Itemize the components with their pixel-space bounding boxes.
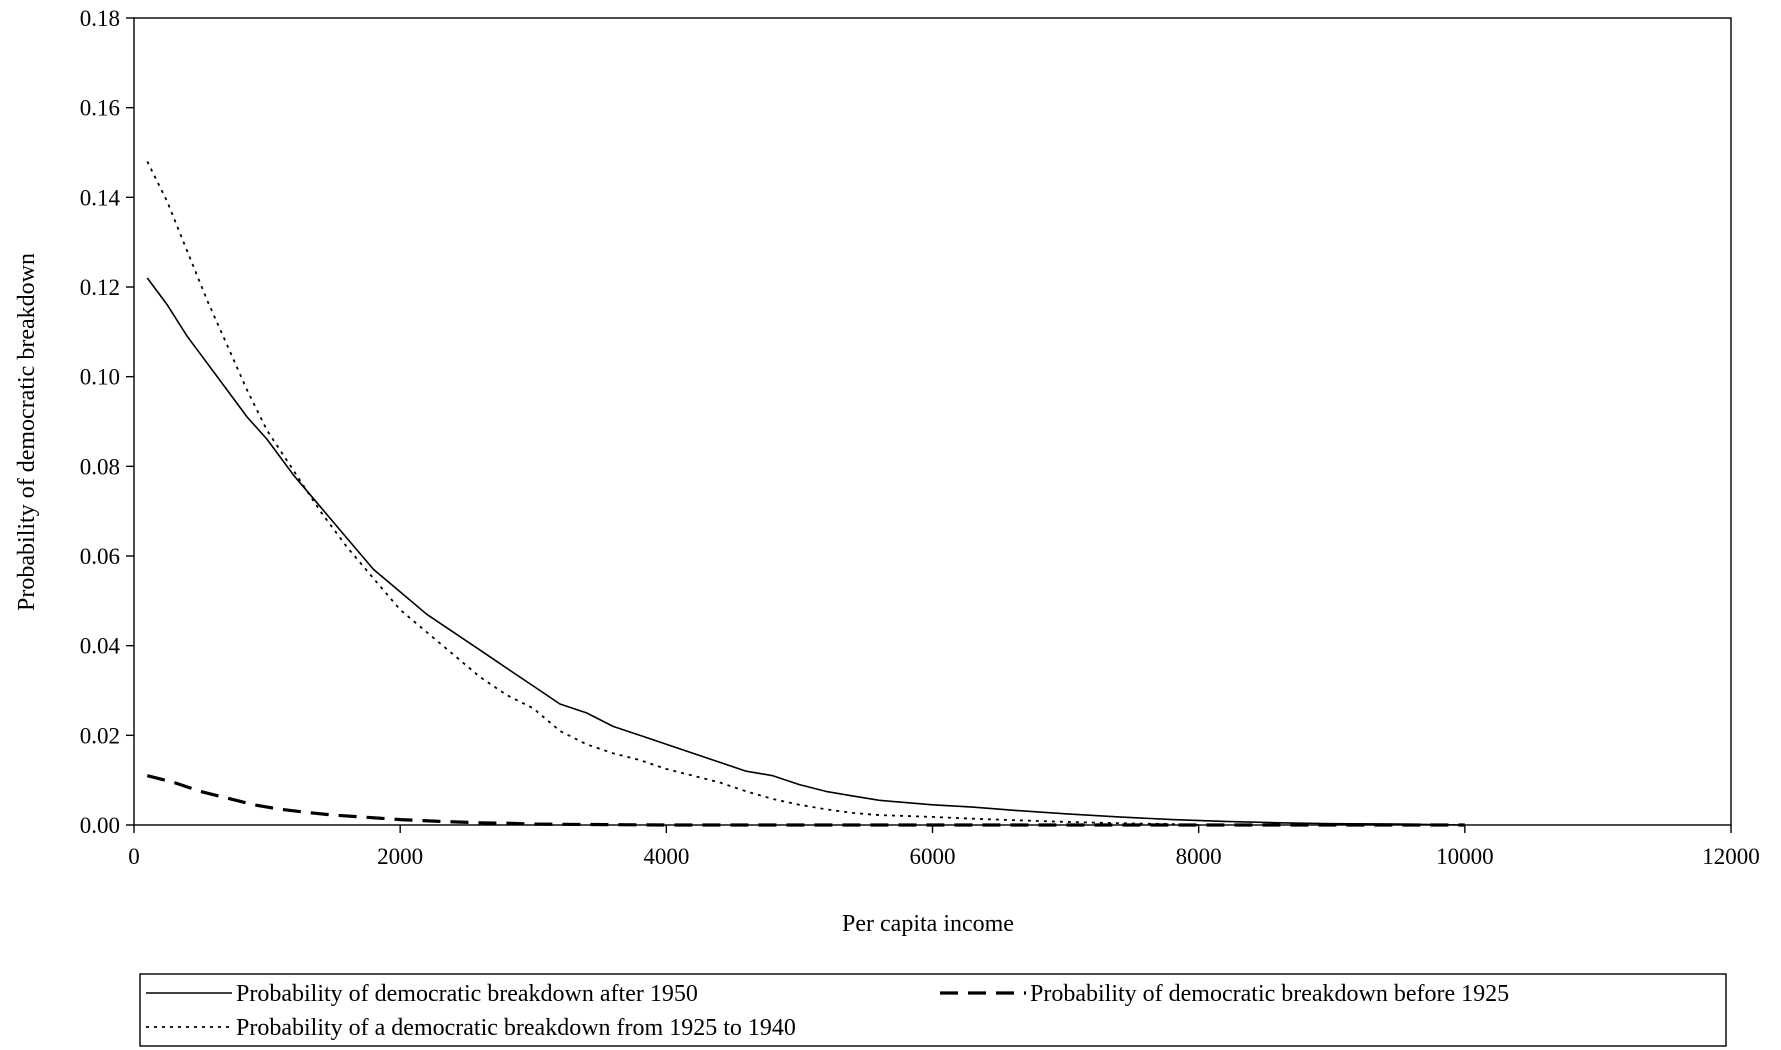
y-tick-label: 0.14 xyxy=(80,185,121,210)
y-tick-label: 0.12 xyxy=(80,275,120,300)
series-line-2 xyxy=(146,774,1465,827)
plot-frame xyxy=(133,17,1732,826)
plot-area xyxy=(146,161,1465,827)
x-tick-label: 6000 xyxy=(910,844,956,869)
axes: 0.00 0.02 0.04 0.06 0.08 0.10 0.12 0.14 0.16 0.18… xyxy=(80,6,1760,869)
legend-box xyxy=(139,973,1727,1047)
y-tick-label: 0.02 xyxy=(80,723,120,748)
legend-label-3: Probability of a democratic breakdown fr… xyxy=(236,1015,796,1041)
x-tick-label: 0 xyxy=(128,844,140,869)
y-tick-label: 0.08 xyxy=(80,454,120,479)
y-tick-label: 0.10 xyxy=(80,365,120,390)
x-tick-label: 12000 xyxy=(1702,844,1760,869)
y-tick-label: 0.00 xyxy=(80,813,120,838)
legend-label-1: Probability of democratic breakdown afte… xyxy=(236,981,698,1007)
series-line-1 xyxy=(146,277,1465,826)
x-tick-label: 8000 xyxy=(1176,844,1222,869)
y-tick-label: 0.04 xyxy=(80,634,121,659)
y-axis-title: Probability of democratic breakdown xyxy=(14,253,40,611)
x-tick-label: 4000 xyxy=(643,844,689,869)
x-tick-label: 2000 xyxy=(377,844,423,869)
y-tick-label: 0.06 xyxy=(80,544,120,569)
x-tick-label: 10000 xyxy=(1436,844,1494,869)
legend-label-2: Probability of democratic breakdown befo… xyxy=(1030,981,1509,1007)
y-tick-label: 0.18 xyxy=(80,6,120,31)
series-line-3 xyxy=(146,161,1199,826)
x-axis-title: Per capita income xyxy=(842,911,1014,937)
legend: Probability of democratic breakdown afte… xyxy=(139,973,1727,1047)
y-tick-label: 0.16 xyxy=(80,96,120,121)
